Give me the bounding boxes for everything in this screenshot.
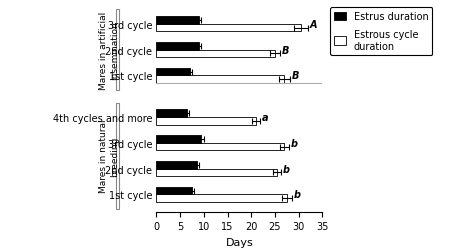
Bar [156, 43, 199, 50]
Bar [116, 103, 118, 209]
Bar [156, 169, 277, 177]
Bar [156, 195, 287, 202]
Bar [156, 68, 190, 76]
Legend: Estrus duration, Estrous cycle
duration: Estrus duration, Estrous cycle duration [330, 8, 432, 55]
Bar [156, 143, 284, 151]
Bar [156, 187, 192, 195]
Text: B: B [292, 71, 300, 81]
Text: b: b [293, 190, 301, 200]
Bar [156, 25, 301, 32]
Text: Mares in natural
breeding: Mares in natural breeding [100, 119, 118, 193]
Bar [156, 17, 199, 24]
Text: a: a [262, 112, 268, 122]
Bar [156, 117, 256, 125]
Bar [156, 110, 187, 117]
Bar [156, 76, 284, 84]
Text: b: b [291, 138, 298, 148]
X-axis label: Days: Days [226, 237, 253, 247]
Bar [116, 10, 118, 90]
Text: Mares in artificial
insemination: Mares in artificial insemination [100, 11, 118, 89]
Bar [156, 135, 201, 143]
Bar [156, 50, 275, 58]
Text: B: B [282, 45, 289, 55]
Bar [156, 161, 197, 169]
Text: A: A [310, 20, 318, 29]
Text: b: b [283, 164, 290, 174]
